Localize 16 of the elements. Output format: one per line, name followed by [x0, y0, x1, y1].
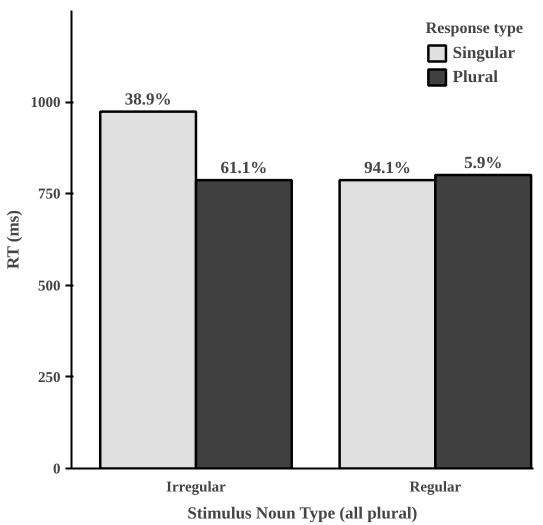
y-tick-label: 250	[38, 370, 60, 386]
annotation: 38.9%	[124, 90, 172, 109]
y-tick-label: 500	[38, 278, 60, 294]
x-tick-label: Irregular	[166, 480, 226, 496]
annotation: 61.1%	[220, 158, 268, 178]
legend-label: Plural	[452, 67, 498, 87]
x-axis-title: Stimulus Noun Type (all plural)	[187, 504, 418, 522]
y-tick-label: 0	[53, 462, 60, 478]
x-tick-label: Regular	[410, 480, 462, 496]
y-tick-label: 750	[38, 186, 60, 203]
annotation: 5.9%	[464, 153, 502, 172]
y-tick-label: 1000	[30, 95, 60, 112]
y-axis-title: RT (ms)	[4, 210, 22, 270]
legend-title: Response type	[426, 20, 523, 38]
annotation: 94.1%	[364, 158, 411, 178]
legend-label: Singular	[452, 43, 516, 63]
